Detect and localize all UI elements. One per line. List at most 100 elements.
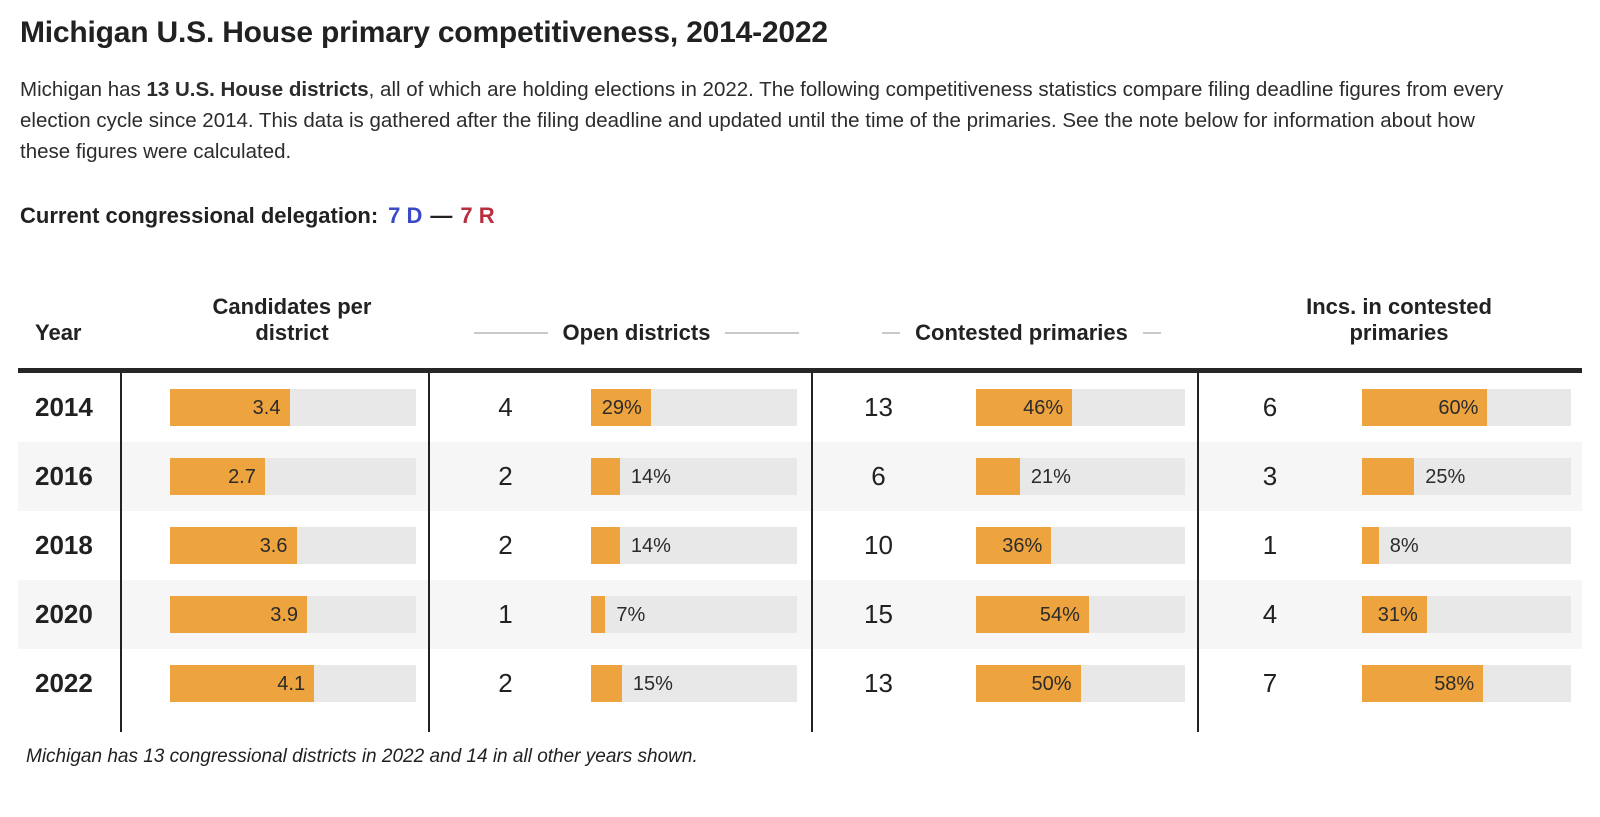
table-row: 2020 3.9 1 7% 15 54% 4 31% [18, 580, 1582, 649]
bar-track: 54% [976, 596, 1185, 633]
bar-value-label: 7% [616, 604, 646, 626]
bar-value-label: 4.1 [277, 673, 306, 695]
count-value: 1 [1262, 530, 1278, 560]
delegation-dem-count: 7 D [388, 203, 423, 228]
table-body: 2014 3.4 4 29% 13 46% 6 60% [18, 373, 1582, 732]
column-header-open-districts: Open districts [446, 320, 829, 368]
bar-value-label: 14% [630, 535, 671, 557]
page-title: Michigan U.S. House primary competitiven… [20, 16, 828, 49]
bar-fill [1362, 596, 1427, 633]
incs-in-contested-cell: 1 8% [1216, 511, 1582, 580]
bar-fill [591, 665, 622, 702]
bar-fill [170, 458, 265, 495]
count-value: 4 [1262, 599, 1278, 629]
incs-in-contested-cell: 6 60% [1216, 373, 1582, 442]
column-header-contested-primaries: Contested primaries [829, 320, 1216, 368]
bar-fill [591, 527, 620, 564]
bar-track: 2.7 [170, 458, 416, 495]
open-districts-cell: 1 7% [446, 580, 829, 649]
competitiveness-table: Year Candidates per district Open distri… [18, 279, 1582, 732]
bar-track: 21% [976, 458, 1185, 495]
contested-primaries-cell: 6 21% [829, 442, 1216, 511]
bar-value-label: 3.4 [252, 397, 281, 419]
bar-value-label: 29% [601, 397, 642, 419]
bar-track: 14% [591, 527, 797, 564]
header-dash [882, 332, 901, 334]
description-bold: 13 U.S. House districts [146, 78, 369, 101]
bar-track: 3.6 [170, 527, 416, 564]
contested-primaries-cell: 13 50% [829, 649, 1216, 718]
year-label: 2020 [35, 599, 93, 629]
column-divider [120, 373, 122, 732]
description: Michigan has 13 U.S. House districts, al… [20, 74, 1515, 167]
count-value: 10 [864, 530, 893, 560]
bar-value-label: 3.9 [270, 604, 299, 626]
candidates-per-district-cell: 2.7 [138, 442, 446, 511]
bar-fill [591, 458, 620, 495]
column-header-incs-in-contested-primaries: Incs. in contested primaries [1306, 294, 1492, 345]
open-districts-cell: 2 14% [446, 442, 829, 511]
bar-track: 3.4 [170, 389, 416, 426]
bar-track: 31% [1362, 596, 1571, 633]
bar-fill [976, 665, 1081, 702]
count-value: 6 [1262, 392, 1278, 422]
bar-fill [170, 596, 308, 633]
count-value: 6 [871, 461, 886, 491]
year-label: 2016 [35, 461, 93, 491]
bar-value-label: 3.6 [259, 535, 288, 557]
count-value: 4 [498, 392, 513, 422]
bar-fill [170, 389, 290, 426]
bar-track: 50% [976, 665, 1185, 702]
bar-track: 25% [1362, 458, 1571, 495]
contested-primaries-cell: 13 46% [829, 373, 1216, 442]
bar-fill [1362, 389, 1488, 426]
table-footnote: Michigan has 13 congressional districts … [26, 746, 698, 767]
column-divider [428, 373, 430, 732]
header-dash [474, 332, 548, 334]
bar-track: 46% [976, 389, 1185, 426]
open-districts-cell: 2 15% [446, 649, 829, 718]
bar-track: 8% [1362, 527, 1571, 564]
year-label: 2014 [35, 392, 93, 422]
count-value: 15 [864, 599, 893, 629]
year-label: 2022 [35, 668, 93, 698]
header-rule [18, 368, 1582, 373]
bar-fill [976, 596, 1089, 633]
delegation-rep-count: 7 R [460, 203, 495, 228]
bar-value-label: 8% [1389, 535, 1419, 557]
count-value: 3 [1262, 461, 1278, 491]
table-row: 2018 3.6 2 14% 10 36% 1 8% [18, 511, 1582, 580]
header-dash [1142, 332, 1161, 334]
bar-track: 3.9 [170, 596, 416, 633]
bar-value-label: 60% [1438, 397, 1479, 419]
bar-value-label: 14% [630, 466, 671, 488]
bar-track: 14% [591, 458, 797, 495]
table-row: 2016 2.7 2 14% 6 21% 3 25% [18, 442, 1582, 511]
bar-value-label: 36% [1002, 535, 1043, 557]
bar-fill [591, 596, 606, 633]
bar-value-label: 21% [1030, 466, 1071, 488]
count-value: 2 [498, 461, 513, 491]
table-row: 2014 3.4 4 29% 13 46% 6 60% [18, 373, 1582, 442]
bar-value-label: 25% [1425, 466, 1466, 488]
bar-fill [1362, 665, 1484, 702]
page: Michigan U.S. House primary competitiven… [18, 16, 1582, 767]
column-divider [1197, 373, 1199, 732]
bar-track: 29% [591, 389, 797, 426]
incs-in-contested-cell: 3 25% [1216, 442, 1582, 511]
incs-in-contested-cell: 7 58% [1216, 649, 1582, 718]
candidates-per-district-cell: 3.6 [138, 511, 446, 580]
count-value: 1 [498, 599, 513, 629]
delegation-separator: — [430, 203, 453, 228]
contested-primaries-cell: 15 54% [829, 580, 1216, 649]
bar-fill [976, 389, 1073, 426]
bar-fill [170, 527, 297, 564]
bar-value-label: 2.7 [228, 466, 256, 488]
contested-primaries-cell: 10 36% [829, 511, 1216, 580]
delegation-line: Current congressional delegation: 7 D — 7 R [20, 203, 1580, 229]
bar-track: 60% [1362, 389, 1571, 426]
column-header-candidates-per-district: Candidates per district [212, 294, 372, 345]
candidates-per-district-cell: 3.9 [138, 580, 446, 649]
bar-fill [1362, 527, 1379, 564]
bar-track: 4.1 [170, 665, 416, 702]
